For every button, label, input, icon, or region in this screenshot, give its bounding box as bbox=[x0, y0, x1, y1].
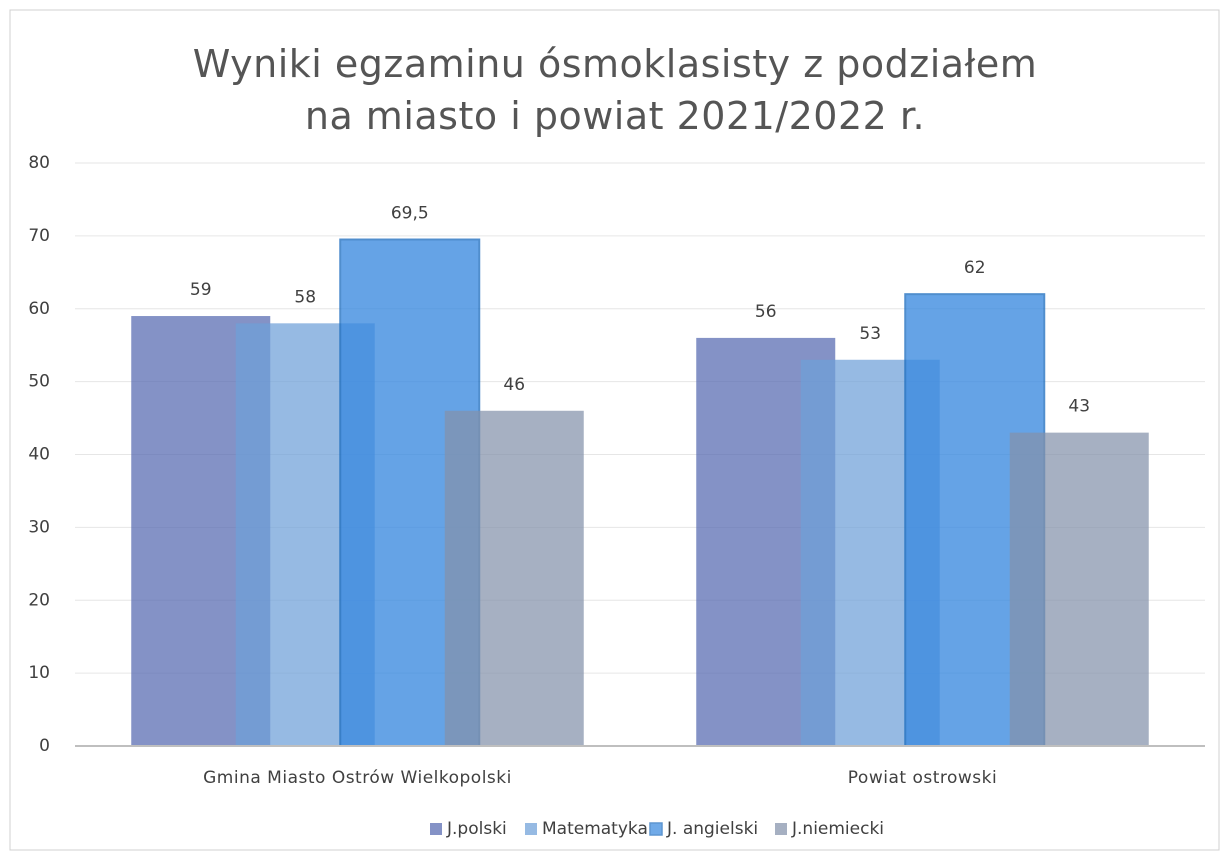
y-tick-label: 60 bbox=[28, 299, 50, 319]
legend-label: Matematyka bbox=[542, 819, 648, 839]
legend-swatch bbox=[775, 823, 787, 835]
legend-swatch bbox=[430, 823, 442, 835]
y-tick-label: 70 bbox=[28, 226, 50, 246]
x-tick-label: Powiat ostrowski bbox=[848, 768, 997, 788]
legend-label: J. angielski bbox=[666, 819, 758, 839]
legend-label: J.polski bbox=[446, 819, 507, 839]
data-label: 62 bbox=[964, 258, 986, 278]
x-tick-label: Gmina Miasto Ostrów Wielkopolski bbox=[203, 768, 512, 788]
data-label: 59 bbox=[190, 280, 212, 300]
y-tick-label: 0 bbox=[39, 736, 50, 756]
data-label: 53 bbox=[859, 324, 881, 344]
data-label: 58 bbox=[294, 287, 316, 307]
bar bbox=[444, 410, 584, 746]
data-label: 43 bbox=[1068, 397, 1090, 417]
y-tick-label: 10 bbox=[28, 663, 50, 683]
legend-swatch bbox=[525, 823, 537, 835]
data-label: 56 bbox=[755, 302, 777, 322]
legend-swatch bbox=[649, 822, 663, 836]
y-tick-label: 30 bbox=[28, 517, 50, 537]
y-tick-label: 80 bbox=[28, 153, 50, 173]
chart-title: Wyniki egzaminu ósmoklasisty z podziałem… bbox=[192, 42, 1038, 138]
data-label: 69,5 bbox=[391, 204, 429, 224]
data-label: 46 bbox=[503, 375, 525, 395]
y-tick-label: 20 bbox=[28, 590, 50, 610]
legend-label: J.niemiecki bbox=[791, 819, 884, 839]
y-tick-label: 50 bbox=[28, 372, 50, 392]
bar bbox=[1009, 432, 1149, 746]
y-tick-label: 40 bbox=[28, 445, 50, 465]
